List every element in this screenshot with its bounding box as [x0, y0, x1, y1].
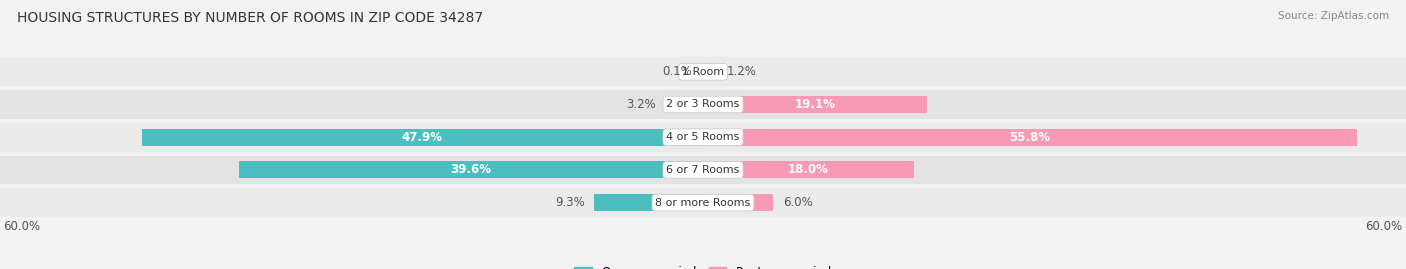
Bar [239, 161, 703, 178]
Bar [593, 194, 703, 211]
Bar [665, 96, 703, 113]
Text: 47.9%: 47.9% [402, 131, 443, 144]
Text: 6 or 7 Rooms: 6 or 7 Rooms [666, 165, 740, 175]
Text: 4 or 5 Rooms: 4 or 5 Rooms [666, 132, 740, 142]
Text: 39.6%: 39.6% [450, 163, 492, 176]
Text: 9.3%: 9.3% [555, 196, 585, 209]
Text: 0.1%: 0.1% [662, 65, 693, 78]
Bar [703, 96, 927, 113]
Text: 18.0%: 18.0% [787, 163, 830, 176]
Text: 19.1%: 19.1% [794, 98, 835, 111]
Bar [0, 155, 1406, 184]
Text: 8 or more Rooms: 8 or more Rooms [655, 198, 751, 208]
Bar [0, 123, 1406, 151]
Bar [142, 129, 703, 146]
Text: Source: ZipAtlas.com: Source: ZipAtlas.com [1278, 11, 1389, 21]
Text: 55.8%: 55.8% [1010, 131, 1050, 144]
Text: 1.2%: 1.2% [727, 65, 756, 78]
Text: HOUSING STRUCTURES BY NUMBER OF ROOMS IN ZIP CODE 34287: HOUSING STRUCTURES BY NUMBER OF ROOMS IN… [17, 11, 484, 25]
Bar [0, 57, 1406, 86]
Text: 2 or 3 Rooms: 2 or 3 Rooms [666, 100, 740, 109]
Bar [0, 188, 1406, 217]
Legend: Owner-occupied, Renter-occupied: Owner-occupied, Renter-occupied [569, 261, 837, 269]
Text: 60.0%: 60.0% [3, 220, 41, 233]
Text: 6.0%: 6.0% [783, 196, 813, 209]
Bar [703, 129, 1357, 146]
Bar [703, 194, 773, 211]
Text: 1 Room: 1 Room [682, 67, 724, 77]
Text: 60.0%: 60.0% [1365, 220, 1403, 233]
Bar [703, 161, 914, 178]
Bar [703, 63, 717, 80]
Text: 3.2%: 3.2% [627, 98, 657, 111]
Bar [0, 90, 1406, 119]
